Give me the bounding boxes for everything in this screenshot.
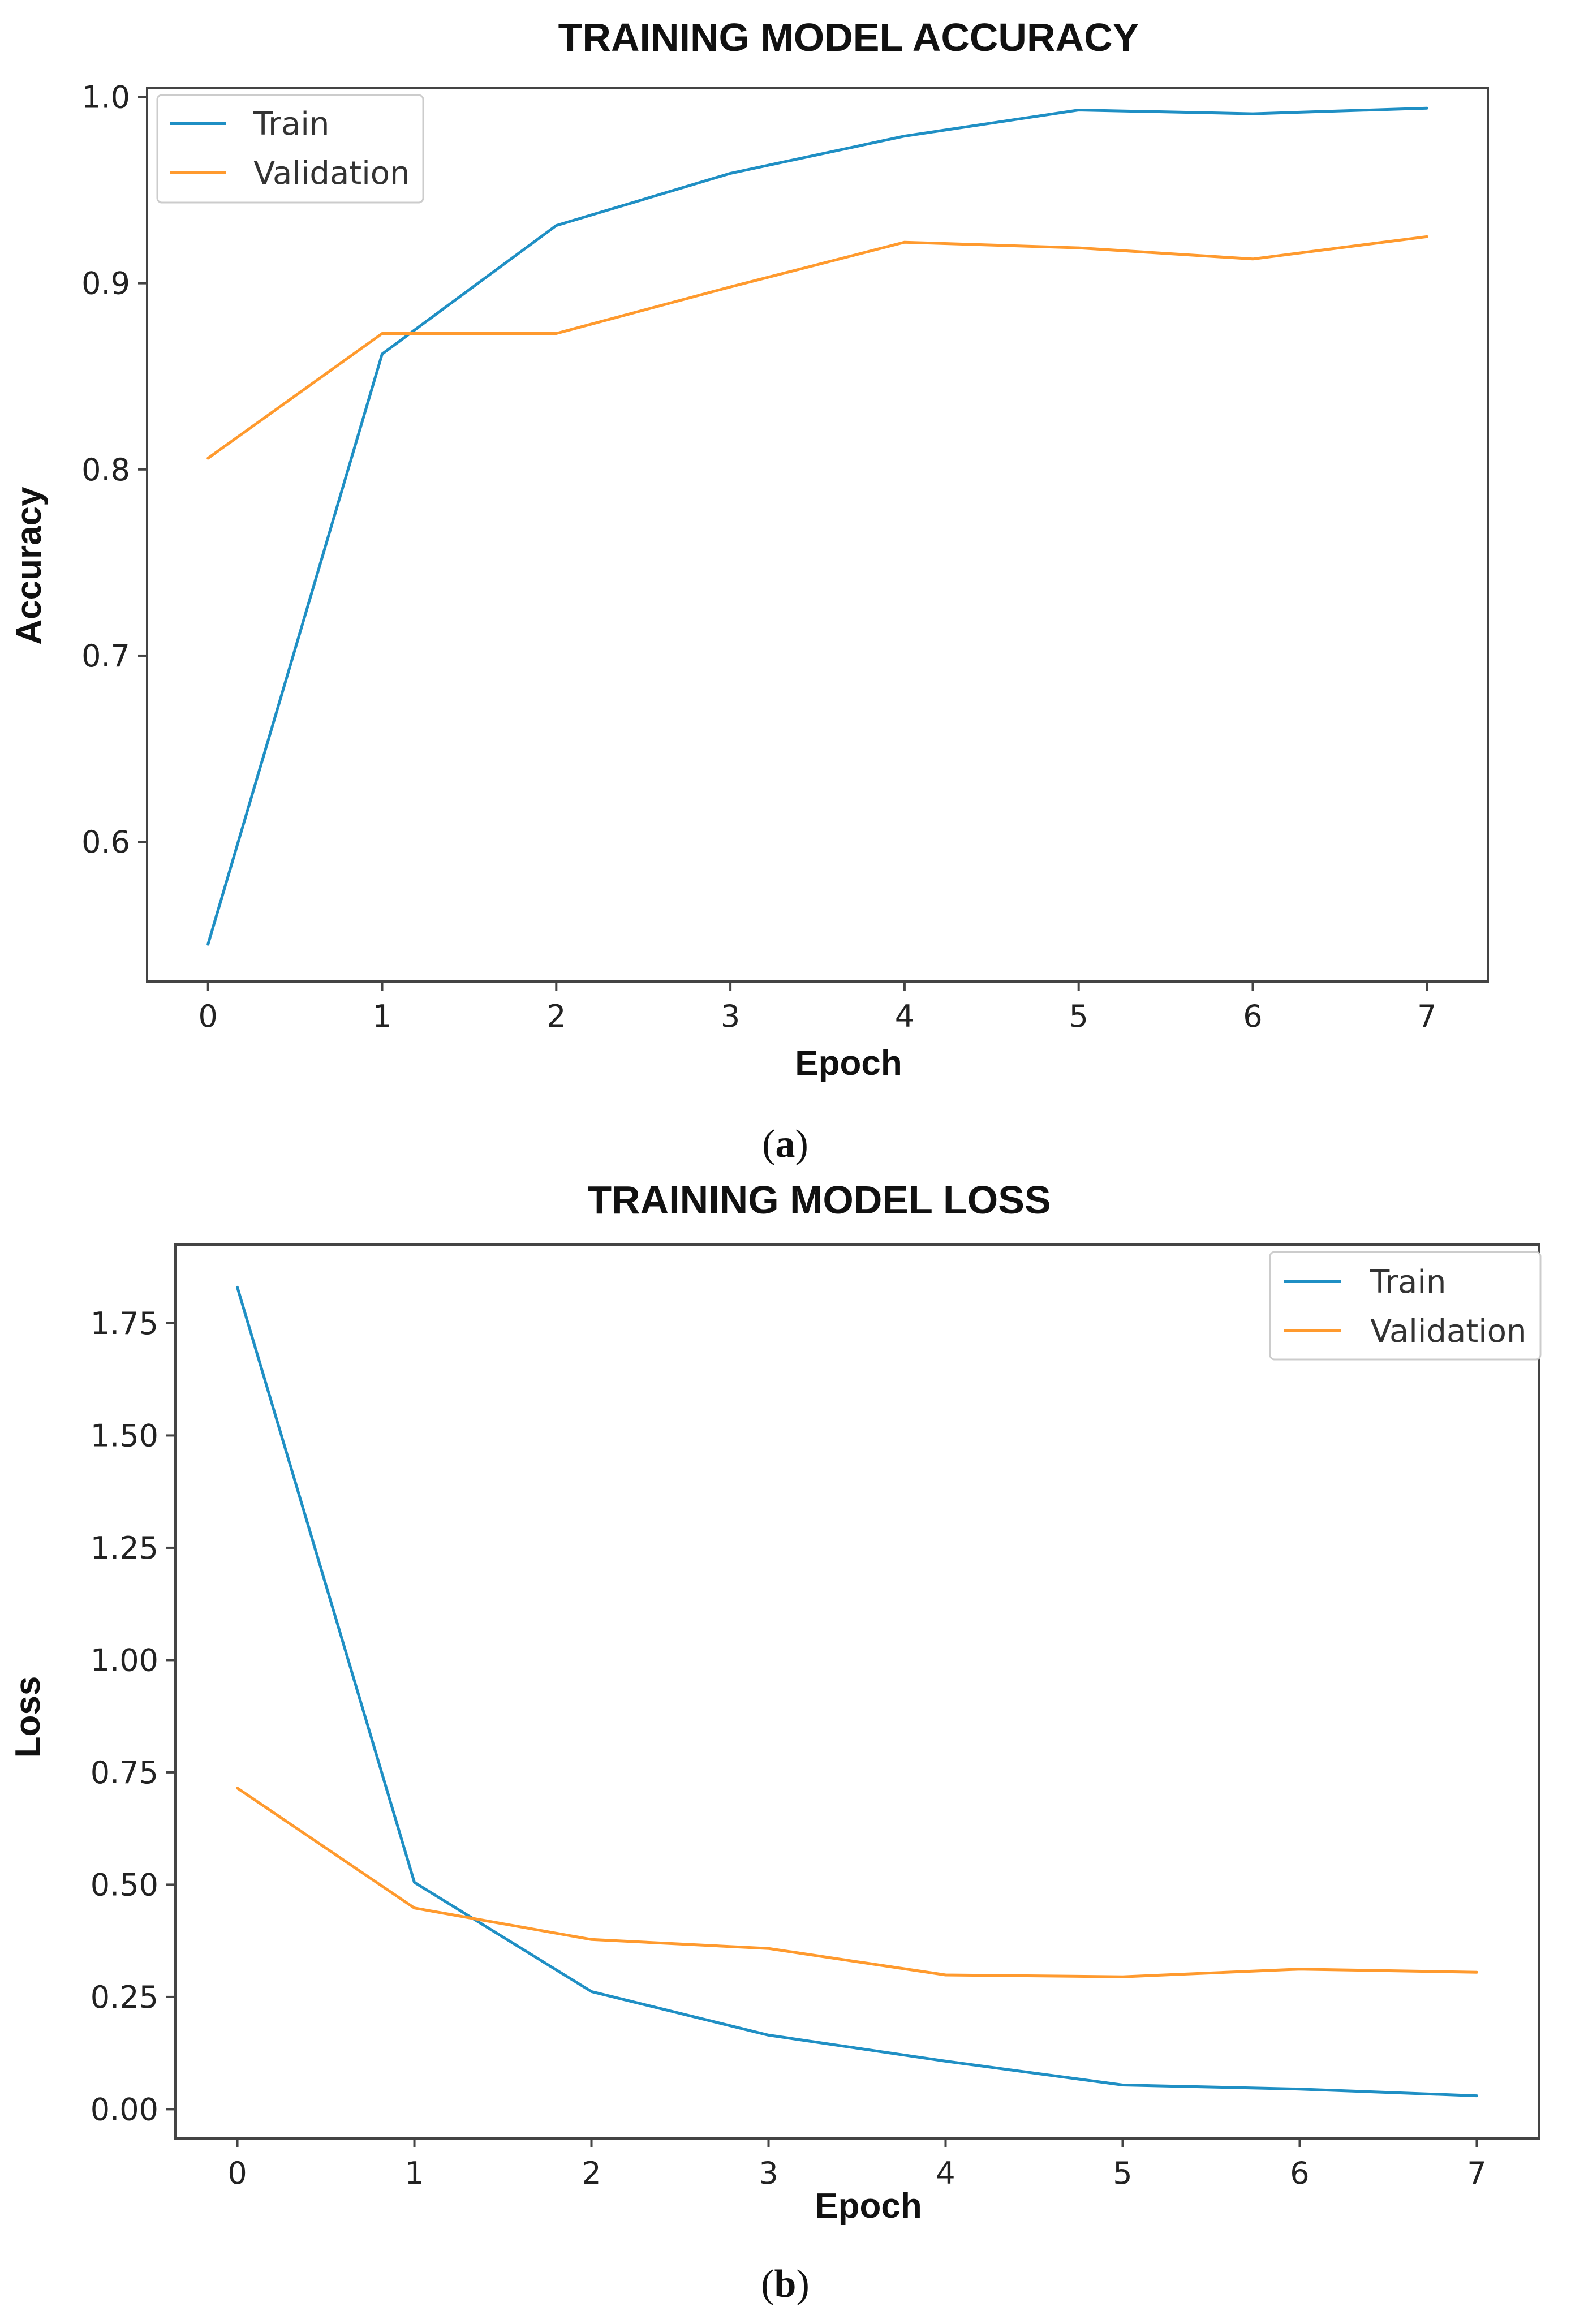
loss-y-tick-label: 0.50 (91, 1867, 158, 1903)
loss-chart-title: TRAINING MODEL LOSS (587, 1178, 1051, 1222)
loss-chart-caption: (b) (761, 2262, 810, 2306)
loss-x-tick-label: 4 (936, 2155, 955, 2191)
accuracy-y-tick-label: 0.8 (81, 452, 130, 488)
accuracy-x-tick-label: 3 (721, 999, 740, 1034)
accuracy-x-tick-label: 0 (199, 999, 218, 1034)
accuracy-legend-train-label: Train (253, 106, 329, 143)
loss-y-tick-label: 1.25 (91, 1530, 158, 1566)
accuracy-x-tick-label: 7 (1417, 999, 1436, 1034)
accuracy-y-tick-label: 0.6 (81, 824, 130, 860)
accuracy-x-tick-label: 5 (1069, 999, 1088, 1034)
accuracy-validation-line (206, 235, 1428, 460)
loss-legend-train-label: Train (1370, 1264, 1446, 1301)
accuracy-x-tick-label: 2 (546, 999, 566, 1034)
accuracy-legend-validation-label: Validation (253, 155, 410, 192)
loss-x-axis: 0 1 2 3 4 5 6 7 (227, 2138, 1487, 2191)
loss-x-axis-label: Epoch (815, 2187, 922, 2226)
accuracy-x-tick-label: 4 (895, 999, 914, 1034)
accuracy-y-axis: 0.6 0.7 0.8 0.9 1.0 (81, 79, 147, 860)
loss-train-line (236, 1285, 1478, 2098)
loss-x-tick-label: 0 (227, 2155, 247, 2191)
loss-caption-close: ) (796, 2262, 809, 2306)
accuracy-legend: Train Validation (156, 94, 424, 204)
loss-y-tick-label: 1.50 (91, 1418, 158, 1453)
loss-caption-letter: b (774, 2262, 797, 2306)
accuracy-y-tick-label: 1.0 (81, 79, 130, 115)
accuracy-train-line (206, 106, 1428, 946)
accuracy-series-lines (206, 106, 1428, 946)
accuracy-x-tick-label: 6 (1243, 999, 1262, 1034)
loss-chart: TRAINING MODEL LOSS 0.00 0.25 0.50 0.75 1.00… (8, 1178, 1542, 2306)
accuracy-y-axis-label: Accuracy (10, 487, 49, 645)
loss-validation-line (236, 1787, 1478, 1978)
loss-legend-validation-label: Validation (1370, 1313, 1527, 1350)
loss-y-axis-label: Loss (8, 1676, 48, 1758)
loss-x-tick-label: 7 (1467, 2155, 1486, 2191)
accuracy-chart-title: TRAINING MODEL ACCURACY (558, 15, 1139, 59)
loss-x-tick-label: 3 (759, 2155, 778, 2191)
accuracy-x-axis: 0 1 2 3 4 5 6 7 (199, 982, 1436, 1034)
accuracy-chart: TRAINING MODEL ACCURACY 0.60.70.80.91.0 … (10, 15, 1489, 1166)
loss-legend: Train Validation (1269, 1251, 1542, 1361)
loss-y-tick-label: 0.75 (91, 1755, 158, 1791)
loss-series-lines (236, 1285, 1478, 2098)
loss-y-tick-label: 0.25 (91, 1979, 158, 2015)
loss-y-tick-label: 1.00 (91, 1642, 158, 1678)
accuracy-x-axis-label: Epoch (795, 1044, 902, 1083)
loss-legend-box (1269, 1251, 1542, 1361)
loss-plot-frame (174, 1243, 1540, 2140)
accuracy-caption-close: ) (795, 1122, 808, 1166)
accuracy-y-tick-label: 0.7 (81, 638, 130, 674)
loss-y-tick-label: 0.00 (91, 2091, 158, 2127)
accuracy-caption-open: ( (762, 1122, 775, 1166)
loss-x-tick-label: 6 (1290, 2155, 1309, 2191)
loss-y-tick-label: 1.75 (91, 1306, 158, 1341)
loss-x-tick-label: 1 (404, 2155, 424, 2191)
loss-y-axis: 0.00 0.25 0.50 0.75 1.00 1.25 1.50 1.75 (91, 1306, 175, 2127)
loss-caption-open: ( (761, 2262, 774, 2306)
accuracy-chart-caption: (a) (762, 1122, 808, 1166)
accuracy-plot-frame (146, 87, 1489, 983)
accuracy-x-tick-label: 1 (372, 999, 391, 1034)
accuracy-caption-letter: a (776, 1122, 795, 1166)
loss-x-tick-label: 5 (1113, 2155, 1132, 2191)
accuracy-y-tick-label: 0.9 (81, 266, 130, 302)
loss-x-tick-label: 2 (582, 2155, 601, 2191)
